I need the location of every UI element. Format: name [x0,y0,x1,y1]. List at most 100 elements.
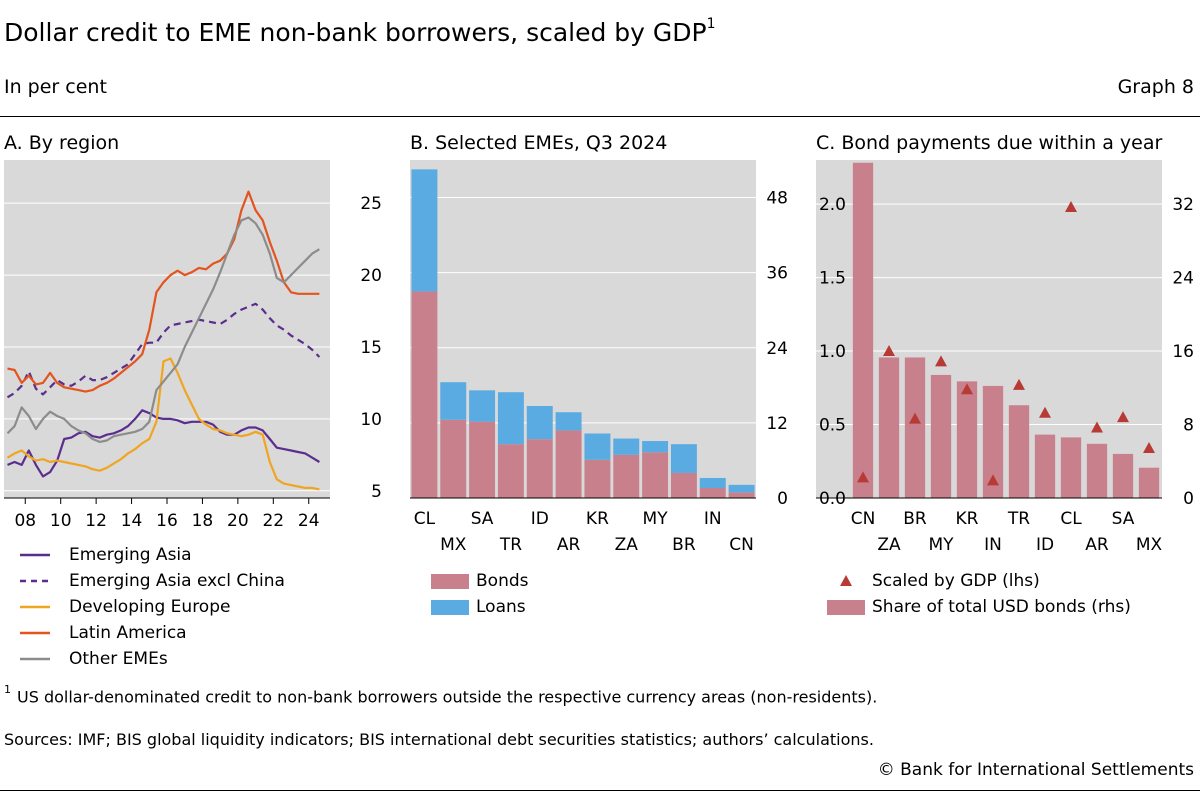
y-tick-label: 15 [360,338,382,358]
x-tick-label: 20 [227,511,249,531]
bar-bonds-CN [728,492,755,498]
x-tick-label: 08 [14,511,36,531]
marker-gdp-AR [1091,421,1103,433]
x-tick-label: BR [672,535,696,555]
x-tick-label: CL [1060,509,1082,529]
y-tick-label-left: 0.5 [819,416,846,436]
legend-swatch-scaled-by-gdp [840,575,852,586]
bar-loans-MX [440,382,467,420]
x-tick-label: ZA [877,535,901,555]
bar-bonds-TR [497,444,524,498]
bar-loans-AR [555,412,582,431]
legend-label: Latin America [69,623,187,643]
bar-bonds-SA [469,421,496,498]
bar-share-KR [956,381,978,498]
x-tick-label: IN [704,509,722,529]
bar-bonds-IN [699,487,726,498]
x-tick-label: 24 [298,511,320,531]
y-tick-label: 12 [766,414,788,434]
footnote-text: US dollar-denominated credit to non-bank… [17,687,878,707]
x-tick-label: ID [531,509,549,529]
bar-bonds-KR [584,459,611,498]
y-tick-label: 20 [360,266,382,286]
legend-label: Other EMEs [69,649,168,669]
x-tick-label: MY [643,509,669,529]
legend-label: Bonds [476,571,529,591]
x-tick-label: KR [586,509,609,529]
y-tick-label-right: 0 [1183,489,1194,509]
x-tick-label: CL [414,509,436,529]
legend-item-scaled-by-gdp: Scaled by GDP (lhs) [826,568,1186,594]
legend-label: Emerging Asia excl China [69,571,285,591]
marker-gdp-SA [1117,411,1129,423]
x-tick-label: CN [729,535,754,555]
footnote-mark: 1 [4,683,11,696]
x-tick-label: MY [928,535,954,555]
x-tick-label: 12 [85,511,107,531]
header-rule [0,116,1200,117]
legend-label: Scaled by GDP (lhs) [872,571,1040,591]
chart-title: Dollar credit to EME non-bank borrowers,… [4,15,716,47]
y-tick-label: 0 [777,489,788,509]
bar-share-BR [904,357,926,498]
copyright: © Bank for International Settlements [877,760,1194,780]
bar-bonds-AR [555,430,582,498]
bar-share-IN [982,385,1004,498]
y-tick-label: 24 [766,339,788,359]
marker-gdp-ZA [883,345,895,357]
x-tick-label: TR [1007,509,1030,529]
panel-c-title: C. Bond payments due within a year [816,132,1163,154]
x-tick-label: 10 [50,511,72,531]
marker-gdp-BR [909,412,921,424]
panel-b-title: B. Selected EMEs, Q3 2024 [410,132,668,154]
legend-label: Developing Europe [69,597,231,617]
bar-loans-CL [411,169,438,292]
legend-swatch-share-of-usd-bonds [827,600,865,615]
x-tick-label: CN [851,509,876,529]
series-line-0 [7,409,320,478]
bar-loans-SA [469,390,496,422]
y-tick-label-left: 0.0 [819,489,846,509]
legend-b: Bonds Loans [430,568,730,620]
legend-item-share-of-usd-bonds: Share of total USD bonds (rhs) [826,594,1186,620]
footnote: 1 US dollar-denominated credit to non-ban… [4,683,878,707]
legend-item-bonds: Bonds [430,568,730,594]
bar-loans-ZA [613,438,640,455]
bar-loans-MY [642,441,669,453]
marker-gdp-TR [1013,378,1025,390]
x-tick-label: 18 [192,511,214,531]
legend-label: Emerging Asia [69,545,192,565]
series-line-1 [6,302,321,399]
bar-share-CN [852,162,874,498]
y-tick-label-left: 1.5 [819,269,846,289]
y-tick-label-right: 32 [1172,195,1194,215]
panel-a-chart: 5 10 15 20 25 08 10 12 14 16 18 20 22 24 [4,160,382,531]
x-tick-label: MX [1136,535,1163,555]
marker-gdp-KR [961,383,973,395]
bar-share-TR [1008,405,1030,498]
marker-gdp-CL [1065,201,1077,213]
bar-loans-TR [497,392,524,445]
y-tick-label-right: 16 [1172,342,1194,362]
chart-subtitle: In per cent [4,76,107,98]
bar-bonds-BR [670,472,697,498]
x-tick-label: SA [471,509,494,529]
x-tick-label: SA [1112,509,1135,529]
bar-bonds-ZA [613,454,640,498]
series-line-4 [6,216,320,443]
x-tick-label: ZA [615,535,639,555]
series-line-2 [6,357,320,491]
bar-loans-ID [526,405,553,440]
bar-share-ZA [878,357,900,498]
legend-item-emerging-asia: Emerging Asia [18,542,348,568]
y-tick-label: 5 [371,482,382,502]
legend-a: Emerging Asia Emerging Asia excl China D… [18,542,348,672]
legend-item-developing-europe: Developing Europe [18,594,348,620]
series-line-3 [7,190,320,393]
bar-share-MX [1138,467,1160,498]
x-tick-label: 22 [262,511,284,531]
sources-note: Sources: IMF; BIS global liquidity indic… [4,730,874,749]
bar-bonds-ID [526,439,553,498]
bar-loans-BR [670,444,697,473]
